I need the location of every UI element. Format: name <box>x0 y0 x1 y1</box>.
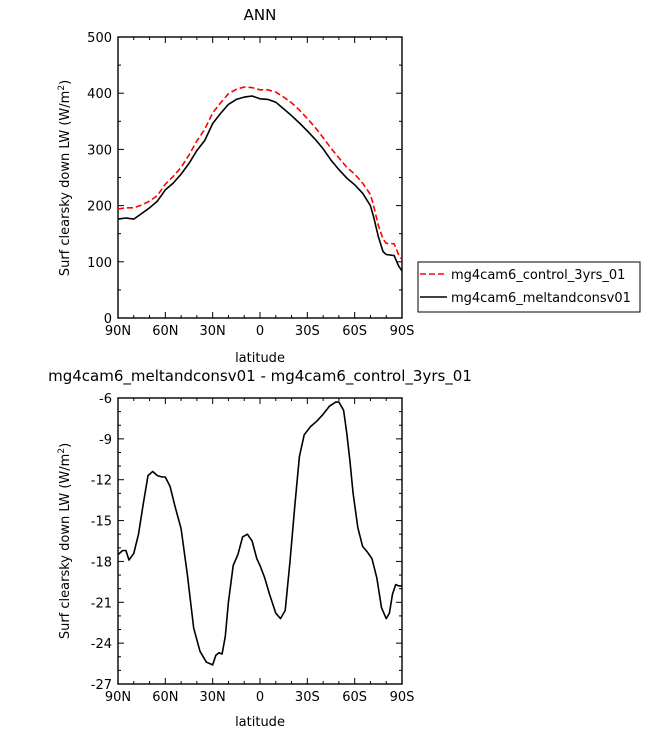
x-tick-label: 60S <box>342 324 367 339</box>
bottom-chart-title: mg4cam6_meltandconsv01 - mg4cam6_control… <box>48 367 472 386</box>
x-tick-label: 0 <box>256 324 264 339</box>
y-tick-label: 500 <box>87 31 112 46</box>
x-tick-label: 30N <box>200 690 226 705</box>
y-tick-label: -27 <box>91 678 112 693</box>
top-y-axis-label: Surf clearsky down LW (W/m2) <box>57 80 73 276</box>
top-x-axis-label: latitude <box>235 351 285 366</box>
y-tick-label: -9 <box>99 433 112 448</box>
y-tick-label: 0 <box>104 312 112 327</box>
y-tick-label: -24 <box>91 637 112 652</box>
bottom-series-group <box>117 401 402 666</box>
top-ticks: 90N 60N 30N 0 30S 60S 90S 0 100 200 300 400 500 <box>87 31 414 339</box>
x-tick-label: 90S <box>390 690 415 705</box>
x-tick-label: 30S <box>295 690 320 705</box>
top-series-line-1 <box>117 86 403 261</box>
bottom-plot-frame <box>117 397 403 685</box>
top-series-line-2 <box>117 95 403 272</box>
x-tick-label: 60N <box>152 324 178 339</box>
y-tick-label: -15 <box>91 515 112 530</box>
top-chart: ANN 90N 60N 30N 0 30S 60S 90S0100200300400500 … <box>57 6 414 366</box>
x-tick-label: 30N <box>200 324 226 339</box>
y-tick-label: 200 <box>87 200 112 215</box>
top-plot-frame <box>117 36 403 319</box>
legend-label-meltandconsv: mg4cam6_meltandconsv01 <box>451 291 631 306</box>
y-tick-label: -21 <box>91 596 112 611</box>
legend-label-control: mg4cam6_control_3yrs_01 <box>451 268 625 283</box>
y-tick-label: -6 <box>99 392 112 407</box>
y-tick-label: 300 <box>87 143 112 158</box>
legend-box <box>417 261 641 313</box>
x-tick-label: 0 <box>256 690 264 705</box>
legend: mg4cam6_control_3yrs_01 mg4cam6_meltandc… <box>417 261 641 313</box>
top-chart-title: ANN <box>244 6 277 24</box>
x-tick-label: 60S <box>342 690 367 705</box>
bottom-y-axis-label: Surf clearsky down LW (W/m2) <box>57 443 73 639</box>
bottom-ticks: 90N 60N 30N 0 30S 60S 90S -6 -9 -12 -15 -18 -21 -24 -2… <box>91 392 415 705</box>
x-tick-label: 90N <box>105 690 131 705</box>
bottom-series-line-1 <box>117 401 402 666</box>
y-tick-label: 100 <box>87 256 112 271</box>
bottom-chart: mg4cam6_meltandconsv01 - mg4cam6_control… <box>48 367 472 730</box>
x-tick-label: 90N <box>105 324 131 339</box>
y-tick-label: 400 <box>87 87 112 102</box>
x-tick-label: 60N <box>152 690 178 705</box>
bottom-x-axis-label: latitude <box>235 715 285 730</box>
x-tick-label: 30S <box>295 324 320 339</box>
y-tick-label: -12 <box>91 474 112 489</box>
x-tick-label: 90S <box>390 324 415 339</box>
y-tick-label: -18 <box>91 555 112 570</box>
top-series-group <box>117 86 403 272</box>
